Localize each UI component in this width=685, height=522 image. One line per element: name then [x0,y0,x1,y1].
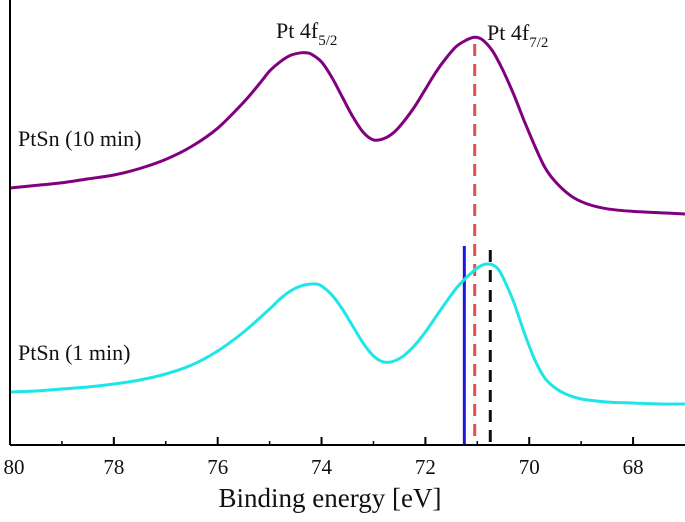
x-tick-label: 74 [311,455,333,479]
series-lines [9,35,685,406]
x-tick-label: 68 [623,455,644,479]
series-line-1 [9,35,685,216]
reference-lines [462,44,492,445]
peak-label-main: Pt 4f [276,18,319,43]
x-tick-label: 72 [415,455,436,479]
peak-label-subscript: 5/2 [318,33,337,49]
series-label-1: PtSn (10 min) [18,126,141,151]
peak-label-main: Pt 4f [487,20,530,45]
series-line-2 [9,262,685,406]
peak-label-subscript: 7/2 [529,35,548,51]
plot-frame [9,0,685,446]
x-tick-label: 80 [4,455,25,479]
series-label-2: PtSn (1 min) [18,340,130,365]
x-tick-label: 76 [207,455,228,479]
x-tick-label: 70 [519,455,540,479]
peak-labels: Pt 4f5/2 Pt 4f7/2 [276,18,548,51]
x-axis-title: Binding energy [eV] [219,483,442,513]
series-labels: PtSn (10 min) PtSn (1 min) [18,126,141,365]
x-ticks: 80 78 76 74 72 70 68 [4,437,644,479]
peak-label-1: Pt 4f5/2 [276,18,337,49]
peak-label-2: Pt 4f7/2 [487,20,548,51]
x-tick-label: 78 [103,455,124,479]
